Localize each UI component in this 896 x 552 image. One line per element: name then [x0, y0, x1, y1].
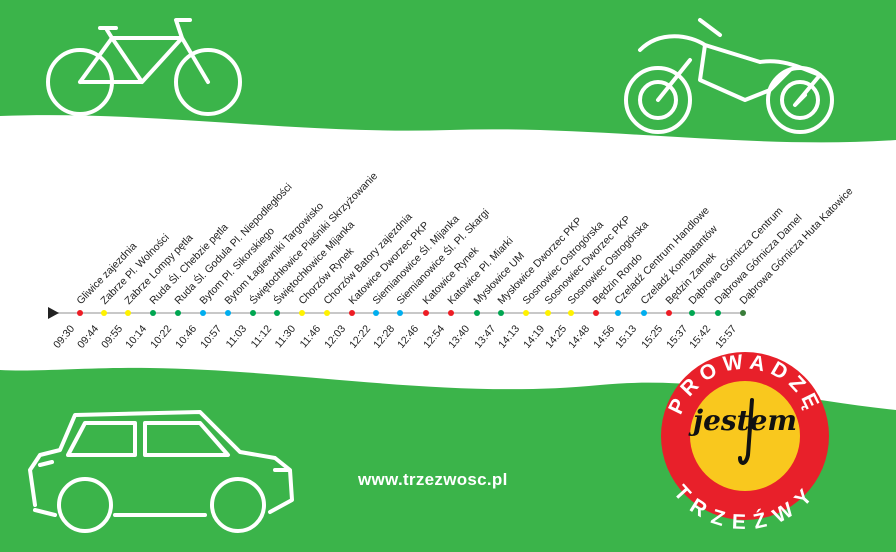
stop-dot — [274, 310, 280, 316]
stop-dot — [715, 310, 721, 316]
stop-dot — [324, 310, 330, 316]
stop-dot — [299, 310, 305, 316]
bicycle-icon — [46, 18, 242, 116]
stop-dot — [568, 310, 574, 316]
stop-dot — [593, 310, 599, 316]
stop-dot — [666, 310, 672, 316]
stop-dot — [150, 310, 156, 316]
stop-dot — [498, 310, 504, 316]
stop-dot — [200, 310, 206, 316]
stop-dot — [250, 310, 256, 316]
stop-dot — [101, 310, 107, 316]
stop-dot — [349, 310, 355, 316]
motorcycle-icon — [624, 18, 834, 134]
stop-dot — [448, 310, 454, 316]
stop-dot — [225, 310, 231, 316]
logo-center-text: jestem — [688, 404, 797, 437]
stop-dot — [175, 310, 181, 316]
stop-dot — [689, 310, 695, 316]
white-band — [0, 115, 896, 410]
stop-dot — [615, 310, 621, 316]
stop-dot — [740, 310, 746, 316]
route-start-arrow-icon — [48, 307, 59, 319]
car-icon — [28, 410, 294, 533]
stop-dot — [373, 310, 379, 316]
logo: PROWADZĘ TRZEŹWY jestem — [661, 350, 829, 535]
stop-dot — [125, 310, 131, 316]
stop-dot — [545, 310, 551, 316]
website-link[interactable]: www.trzezwosc.pl — [358, 470, 508, 489]
stop-dot — [423, 310, 429, 316]
stop-dot — [77, 310, 83, 316]
stop-dot — [474, 310, 480, 316]
stop-dot — [523, 310, 529, 316]
stop-dot — [397, 310, 403, 316]
stop-dot — [641, 310, 647, 316]
